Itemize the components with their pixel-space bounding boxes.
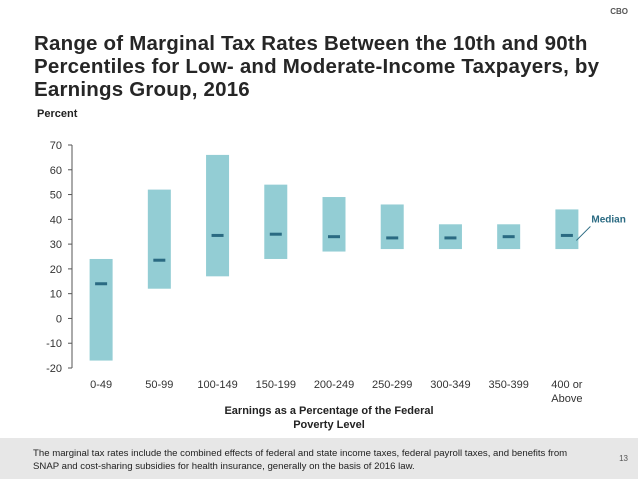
x-tick-label: 150-199	[256, 379, 296, 391]
x-tick-label: 100-149	[197, 379, 237, 391]
chart-canvas: 70 60 50 40 30 20 10 0 -10 -20 0-49 50-99 100-149 150…	[46, 140, 626, 405]
range-bar	[322, 197, 346, 252]
y-tick-label: 70	[50, 140, 62, 152]
x-axis-label: Earnings as a Percentage of the Federal …	[224, 405, 434, 431]
y-tick-label: 30	[50, 239, 62, 251]
median-marker	[153, 258, 166, 262]
median-marker	[269, 232, 282, 236]
x-tick-label: 200-249	[314, 379, 354, 391]
median-marker	[444, 236, 457, 240]
x-tick-label-line2: Above	[551, 393, 582, 405]
y-tick-label: -20	[46, 363, 62, 375]
page-number: 13	[619, 454, 628, 463]
median-marker	[386, 236, 399, 240]
median-marker	[560, 233, 573, 237]
median-marker	[211, 233, 224, 237]
x-tick-label: 350-399	[488, 379, 528, 391]
median-marker	[328, 235, 340, 239]
chart-title: Range of Marginal Tax Rates Between the …	[34, 32, 600, 101]
agency-label: CBO	[610, 7, 628, 16]
y-tick-label: 40	[50, 214, 62, 226]
x-tick-label: 0-49	[90, 379, 112, 391]
y-tick-label: 20	[50, 264, 62, 276]
footer-bar: The marginal tax rates include the combi…	[0, 438, 638, 479]
x-tick-label: 300-349	[430, 379, 470, 391]
range-bar	[89, 258, 113, 361]
y-tick-label: 0	[56, 313, 62, 325]
range-bar	[264, 184, 288, 259]
median-leader-line	[576, 226, 591, 241]
y-axis-label: Percent	[37, 108, 78, 120]
range-bar	[555, 209, 579, 250]
range-bar	[380, 204, 404, 250]
footnote-text: The marginal tax rates include the combi…	[33, 448, 568, 472]
x-tick-label: 50-99	[145, 379, 173, 391]
median-marker	[95, 282, 108, 286]
range-bar	[206, 154, 230, 277]
y-tick-label: 60	[50, 165, 62, 177]
median-marker	[502, 235, 515, 239]
y-tick-label: 50	[50, 190, 62, 202]
x-tick-label: 400 or	[551, 379, 583, 391]
y-tick-label: 10	[50, 289, 62, 301]
median-annotation: Median	[591, 214, 625, 225]
y-tick-label: -10	[46, 338, 62, 350]
range-bar	[147, 189, 171, 289]
x-tick-label: 250-299	[372, 379, 412, 391]
